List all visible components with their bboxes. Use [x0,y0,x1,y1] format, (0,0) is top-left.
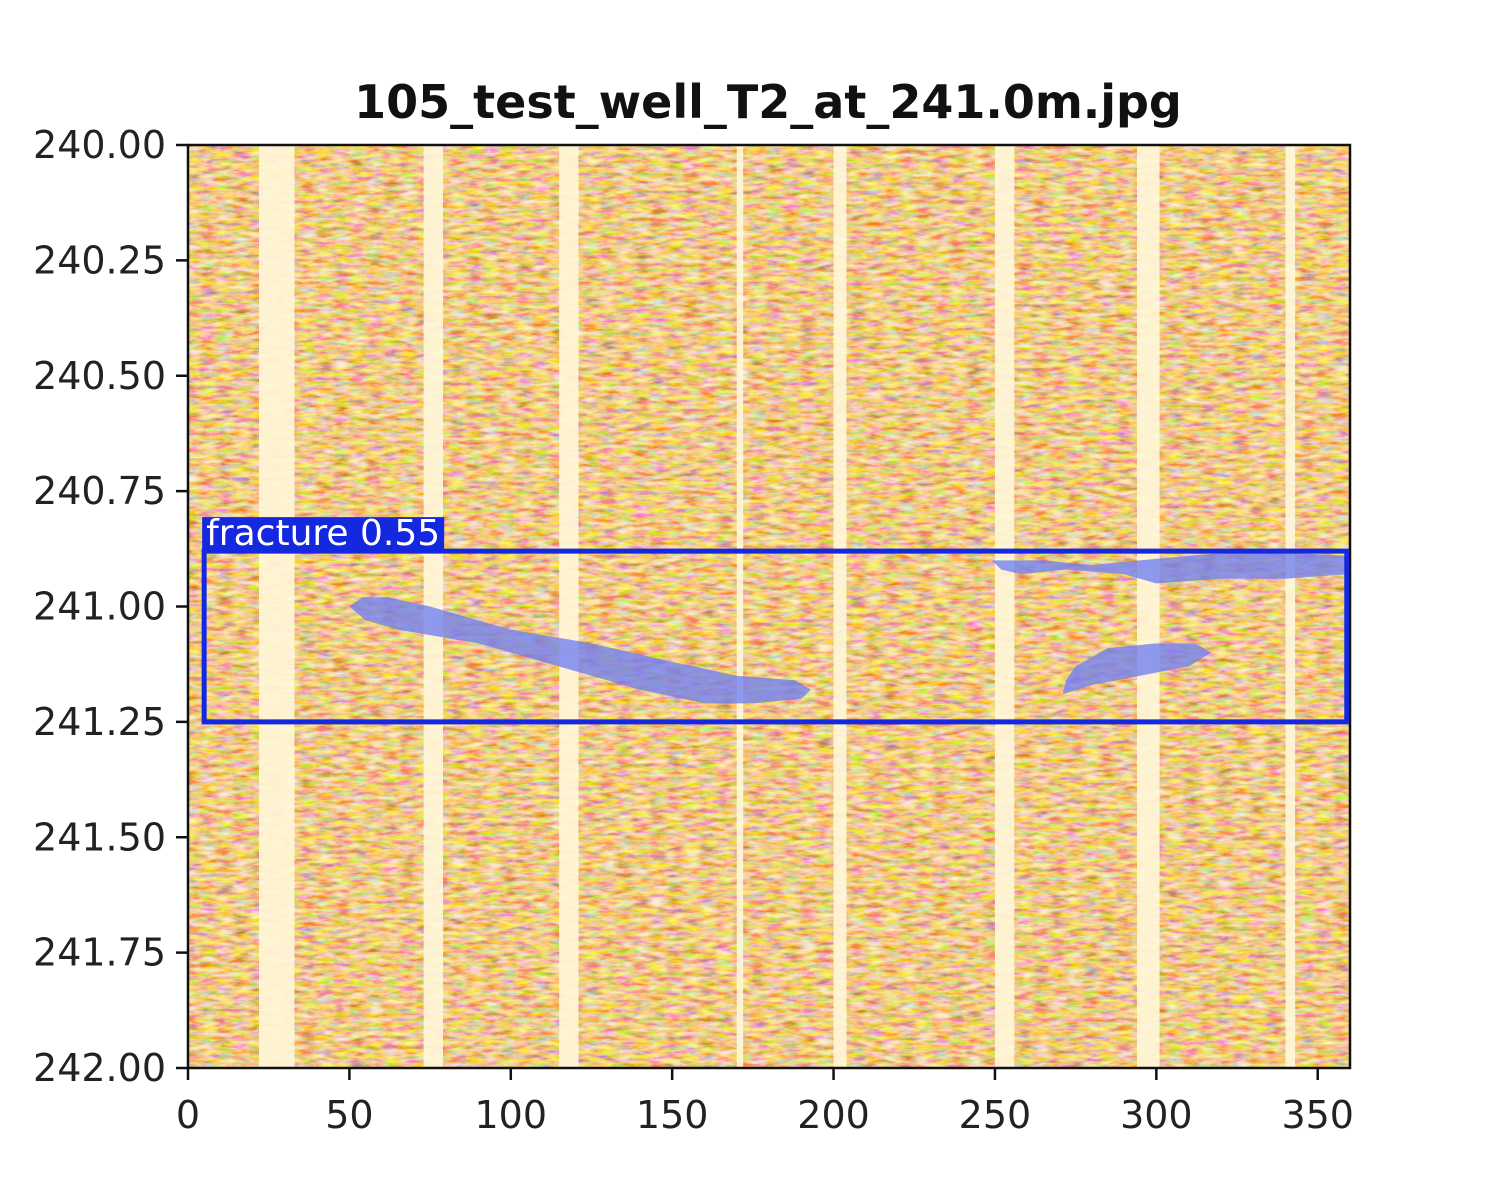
x-tick-label: 350 [1281,1093,1354,1137]
detection-label-background [202,517,445,552]
y-axis: 240.00 240.25 240.50 240.75 241.00 241.25 241.… [33,123,188,1090]
x-tick-label: 50 [325,1093,373,1137]
detection-box [201,548,1350,725]
x-tick-label: 0 [176,1093,200,1137]
fracture-mask-right-top [991,551,1347,584]
y-tick-label: 240.75 [33,469,166,513]
y-tick-label: 242.00 [33,1046,166,1090]
y-tick-label: 241.75 [33,931,166,975]
pad-column-2 [423,145,443,1068]
y-tick-label: 241.50 [33,815,166,859]
pad-columns [259,145,1296,1068]
x-tick-label: 100 [475,1093,548,1137]
pad-column-6 [994,145,1015,1068]
pad-column-7 [1136,145,1160,1068]
pad-column-8 [1285,145,1296,1068]
chart-title: 105_test_well_T2_at_241.0m.jpg [354,75,1182,129]
pad-column-1 [259,145,295,1068]
pad-column-5 [833,145,847,1068]
x-tick-label: 250 [959,1093,1032,1137]
y-tick-label: 240.50 [33,354,166,398]
y-tick-label: 240.25 [33,238,166,282]
fracture-mask-right-bottom [1062,643,1212,695]
pad-column-4 [736,145,744,1068]
x-axis: 0 50 100 150 200 250 300 350 [176,1068,1354,1137]
y-tick-label: 241.00 [33,585,166,629]
fracture-mask-left [349,597,811,704]
detection: fracture 0.55 [201,513,1350,725]
y-tick-label: 241.25 [33,700,166,744]
detection-label: fracture 0.55 [206,513,440,554]
plot-area [188,145,1350,1068]
x-tick-label: 200 [797,1093,870,1137]
x-tick-label: 150 [636,1093,709,1137]
fracture-masks [349,551,1347,704]
x-tick-label: 300 [1120,1093,1193,1137]
pad-column-3 [559,145,579,1068]
y-tick-label: 240.00 [33,123,166,167]
